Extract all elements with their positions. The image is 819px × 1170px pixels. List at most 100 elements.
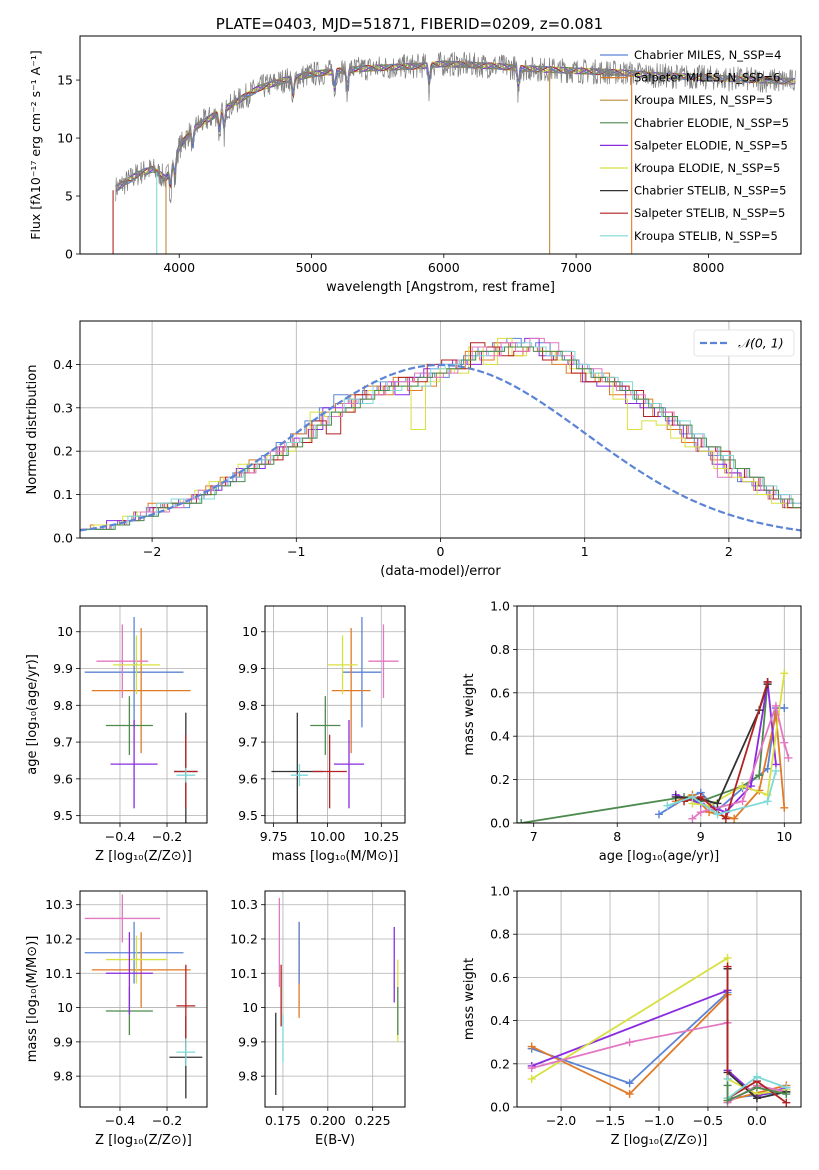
legend-label: Chabrier MILES, N_SSP=4 [634, 48, 781, 62]
weight-marker [527, 1074, 536, 1083]
y-tick-label: 10.2 [45, 932, 73, 947]
x-tick-label: 5000 [296, 260, 328, 275]
axes-frame [79, 605, 208, 824]
histogram-series-3 [80, 337, 801, 530]
y-tick-label: 10 [57, 131, 73, 146]
axes-frame [79, 35, 802, 255]
x-tick-label: 4000 [163, 260, 195, 275]
y-tick-label: 9.9 [53, 1034, 73, 1049]
weight-marker [780, 703, 789, 712]
y-tick-label: 0.2 [490, 1056, 510, 1071]
y-tick-label: 9.8 [53, 1069, 73, 1084]
weight-marker [752, 1094, 761, 1103]
weight-marker [527, 1064, 536, 1073]
y-tick-label: 9.6 [238, 771, 258, 786]
y-tick-label: 10 [57, 624, 73, 639]
weight-marker [527, 1042, 536, 1051]
x-tick-label: 8000 [692, 260, 724, 275]
y-tick-label: 9.5 [53, 808, 73, 823]
weight-line-3 [675, 681, 777, 814]
x-axis-label: wavelength [Angstrom, rest frame] [326, 280, 555, 295]
x-tick-label: −0.4 [105, 829, 135, 844]
legend-label: Salpeter ELODIE, N_SSP=5 [634, 138, 788, 152]
histogram-series-7 [86, 346, 801, 530]
axes-frame [79, 320, 802, 539]
legend-label: Salpeter STELIB, N_SSP=5 [634, 206, 785, 220]
weight-marker [671, 792, 680, 801]
weight-line-5 [691, 702, 790, 820]
axes-frame [264, 890, 406, 1108]
x-tick-label: 2 [725, 544, 733, 559]
x-tick-label: 0.0 [747, 1113, 767, 1128]
weight-marker [663, 801, 672, 810]
x-axis-label: mass [log₁₀(M/M⊙)] [272, 849, 399, 864]
x-tick-label: −2.0 [546, 1113, 576, 1128]
x-tick-label: −0.4 [105, 1113, 135, 1128]
panel-3 [265, 606, 405, 823]
chart-title: PLATE=0403, MJD=51871, FIBERID=0209, z=0… [216, 15, 603, 33]
y-tick-label: 9.9 [238, 661, 258, 676]
legend-label: 𝒩(0, 1) [738, 336, 784, 351]
weight-marker [738, 782, 747, 791]
plot-area [84, 894, 203, 1099]
y-tick-label: 0.2 [490, 772, 510, 787]
y-tick-label: 9.6 [53, 771, 73, 786]
y-tick-label: 0.1 [53, 487, 73, 502]
x-axis-label: (data-model)/error [380, 564, 501, 579]
weight-marker [763, 797, 772, 806]
axes-frame [79, 890, 208, 1108]
x-tick-label: 10.25 [363, 829, 399, 844]
weight-line-6 [726, 966, 787, 1104]
y-tick-label: 0.6 [490, 685, 510, 700]
axes-frame [264, 605, 406, 824]
y-tick-label: 0.0 [490, 816, 510, 831]
axes-frame [516, 890, 802, 1108]
y-tick-label: 9.7 [53, 735, 73, 750]
y-tick-label: 9.9 [238, 1034, 258, 1049]
y-tick-label: 0.0 [53, 531, 73, 546]
weight-marker [782, 1090, 791, 1099]
weight-marker [780, 738, 789, 747]
weight-marker [723, 1096, 732, 1105]
x-axis-label: E(B-V) [315, 1133, 355, 1148]
axes-frame [516, 605, 802, 824]
y-axis-label: mass weight [462, 958, 477, 1040]
observed-spectrum [115, 51, 797, 204]
y-tick-label: 10 [242, 1000, 258, 1015]
x-tick-label: 0.200 [310, 1113, 346, 1128]
x-tick-label: −1 [287, 544, 305, 559]
weight-marker [655, 810, 663, 819]
weight-marker [625, 1090, 634, 1099]
y-axis-label: mass [log₁₀(M/M⊙)] [25, 936, 40, 1063]
plot-area [80, 337, 801, 532]
plot-area [517, 669, 793, 823]
weight-marker [688, 792, 697, 801]
x-tick-label: 0 [437, 544, 445, 559]
panel-2 [80, 606, 207, 823]
y-axis-label: mass weight [462, 673, 477, 755]
y-tick-label: 5 [65, 189, 73, 204]
x-tick-label: 0.225 [355, 1113, 391, 1128]
y-tick-label: 9.7 [238, 735, 258, 750]
y-tick-label: 0.6 [490, 970, 510, 985]
y-tick-label: 9.5 [238, 808, 258, 823]
legend-label: Kroupa ELODIE, N_SSP=5 [634, 161, 780, 175]
y-tick-label: 15 [57, 73, 73, 88]
y-tick-label: 0.4 [53, 357, 73, 372]
y-tick-label: 0.8 [490, 927, 510, 942]
weight-marker [723, 962, 732, 971]
weight-marker [752, 1083, 761, 1092]
weight-marker [625, 1079, 634, 1088]
weight-marker [755, 771, 764, 780]
weight-marker [723, 1081, 732, 1090]
y-tick-label: 9.8 [238, 698, 258, 713]
weight-marker [780, 803, 789, 812]
legend-label: Kroupa MILES, N_SSP=5 [634, 93, 773, 107]
weight-marker [517, 819, 526, 823]
x-tick-label: −0.2 [152, 1113, 182, 1128]
x-tick-label: −2 [143, 544, 161, 559]
y-tick-label: 9.9 [53, 661, 73, 676]
y-tick-label: 0.4 [490, 1013, 510, 1028]
y-tick-label: 9.8 [53, 698, 73, 713]
